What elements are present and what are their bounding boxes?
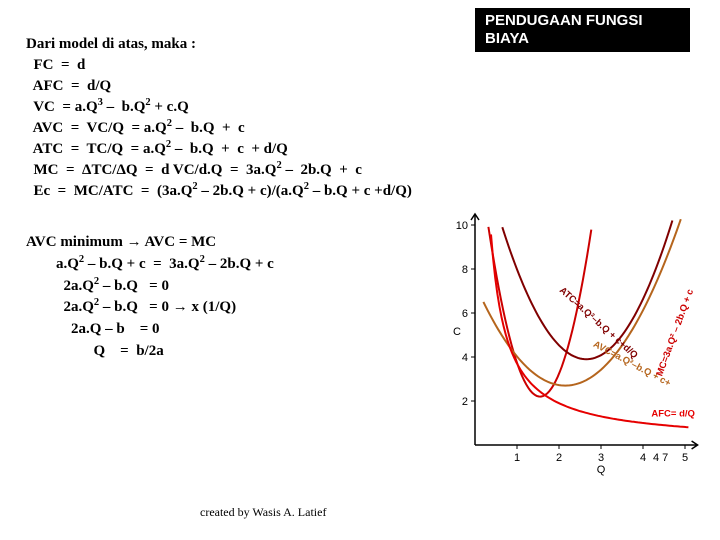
svg-text:MC=3a.Q² – 2b.Q + c: MC=3a.Q² – 2b.Q + c xyxy=(654,288,696,378)
b1-l4: AVC = VC/Q = a.Q2 – b.Q + c xyxy=(26,118,412,139)
cost-curves-chart: 24681012345CQ4 7MC=3a.Q² – 2b.Q + cATC=a… xyxy=(443,220,708,480)
title-line2: BIAYA xyxy=(485,30,680,48)
svg-text:3: 3 xyxy=(598,452,604,464)
b2-l2: a.Q2 – b.Q + c = 3a.Q2 – 2b.Q + c xyxy=(26,254,274,276)
svg-text:Q: Q xyxy=(597,464,606,476)
svg-text:2: 2 xyxy=(462,396,468,408)
svg-text:5: 5 xyxy=(682,452,688,464)
b1-l3: VC = a.Q3 – b.Q2 + c.Q xyxy=(26,97,412,118)
equations-block-2: AVC minimum → AVC = MC a.Q2 – b.Q + c = … xyxy=(26,232,274,363)
svg-text:4 7: 4 7 xyxy=(653,452,668,464)
b2-l5: 2a.Q – b = 0 xyxy=(26,319,274,341)
footer-credit: created by Wasis A. Latief xyxy=(200,505,326,520)
svg-text:10: 10 xyxy=(456,220,468,232)
title-box: PENDUGAAN FUNGSI BIAYA xyxy=(475,8,690,52)
b1-l7: Ec = MC/ATC = (3a.Q2 – 2b.Q + c)/(a.Q2 –… xyxy=(26,181,412,202)
title-line1: PENDUGAAN FUNGSI xyxy=(485,12,680,30)
equations-block-1: Dari model di atas, maka : FC = d AFC = … xyxy=(26,34,412,202)
svg-text:8: 8 xyxy=(462,264,468,276)
b1-l6: MC = ΔTC/ΔQ = d VC/d.Q = 3a.Q2 – 2b.Q + … xyxy=(26,160,412,181)
b2-l3: 2a.Q2 – b.Q = 0 xyxy=(26,276,274,298)
svg-text:C: C xyxy=(453,326,461,338)
b1-l5: ATC = TC/Q = a.Q2 – b.Q + c + d/Q xyxy=(26,139,412,160)
svg-text:4: 4 xyxy=(462,352,468,364)
svg-text:6: 6 xyxy=(462,308,468,320)
svg-text:AFC= d/Q: AFC= d/Q xyxy=(651,408,695,419)
b1-l1: FC = d xyxy=(26,55,412,76)
b1-intro: Dari model di atas, maka : xyxy=(26,34,412,55)
svg-text:4: 4 xyxy=(640,452,646,464)
svg-text:2: 2 xyxy=(556,452,562,464)
b1-l2: AFC = d/Q xyxy=(26,76,412,97)
b2-l6: Q = b/2a xyxy=(26,341,274,363)
svg-text:1: 1 xyxy=(514,452,520,464)
b2-l4: 2a.Q2 – b.Q = 0 → x (1/Q) xyxy=(26,297,274,319)
b2-l1: AVC minimum → AVC = MC xyxy=(26,232,274,254)
